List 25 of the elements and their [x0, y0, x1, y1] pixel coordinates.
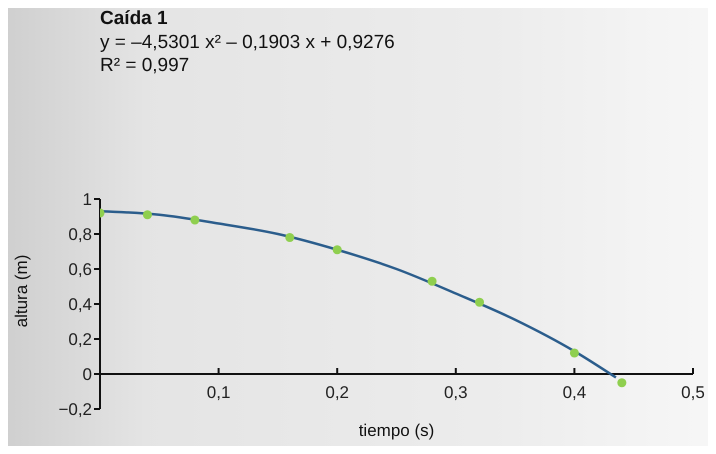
x-axis-title: tiempo (s) — [358, 421, 434, 440]
x-tick-label: 0,2 — [325, 383, 350, 402]
x-tick-label: 0,1 — [206, 383, 230, 402]
text: y = –4,5301 x² – 0,1903 x + 0,9276 — [100, 32, 395, 53]
x-tick-label: 0,4 — [562, 383, 586, 402]
y-tick-label: 0,6 — [68, 260, 92, 280]
y-axis-title: altura (m) — [12, 254, 31, 328]
y-tick-label: 0,4 — [68, 295, 92, 314]
chart-title: Caída 1 — [100, 8, 168, 29]
point — [142, 210, 152, 220]
point — [617, 378, 626, 388]
y-tick-label: 0,8 — [68, 225, 92, 244]
x-tick-label: 0,5 — [681, 383, 705, 402]
y-tick-label: 0,2 — [68, 330, 92, 350]
y-tick-label: −0,2 — [58, 400, 92, 420]
point — [285, 232, 294, 242]
text: R² = 0,997 — [100, 55, 190, 76]
point — [475, 298, 484, 307]
y-tick-label: 1 — [82, 190, 92, 210]
point — [428, 276, 437, 286]
y-tick-label: 0 — [82, 365, 92, 384]
point — [570, 348, 579, 358]
point — [190, 215, 200, 225]
x-tick-label: 0,3 — [444, 383, 468, 402]
point — [332, 245, 342, 254]
